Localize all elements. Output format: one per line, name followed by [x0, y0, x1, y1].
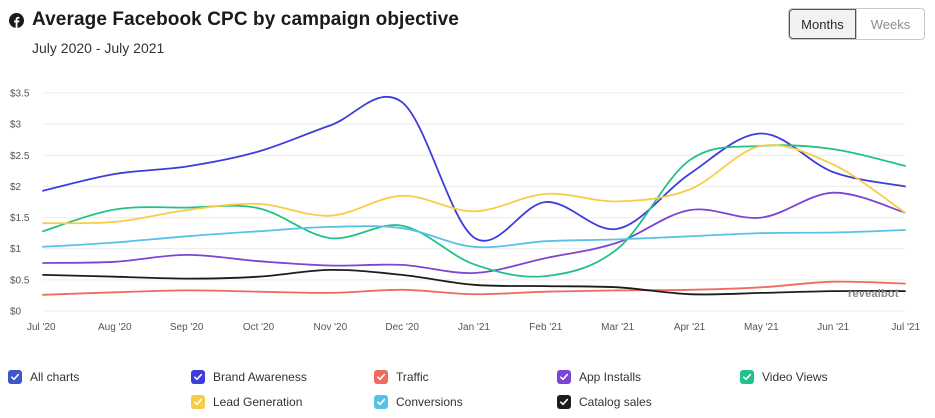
- legend-item-brand-awareness[interactable]: Brand Awareness: [191, 370, 307, 384]
- x-axis-ticks: Jul '20 Aug '20 Sep '20 Oct '20 Nov '20 Dec '…: [27, 322, 920, 333]
- x-tick-label: Dec '20: [385, 322, 419, 333]
- x-tick-label: May '21: [744, 322, 779, 333]
- x-tick-label: Jan '21: [458, 322, 490, 333]
- line-chart: $0 $0.5 $1 $1.5 $2 $2.5 $3 $3.5 Jul '20 Aug '20 S…: [10, 89, 920, 334]
- legend-label: Video Views: [762, 370, 828, 384]
- chart-title: Average Facebook CPC by campaign objecti…: [32, 9, 459, 30]
- chart-legend: All charts Brand Awareness Traffic App Inst…: [0, 364, 935, 418]
- series-line-brand-awareness: [42, 95, 906, 242]
- checkbox-checked-icon[interactable]: [374, 370, 388, 384]
- series-line-conversions: [42, 225, 906, 249]
- y-tick-label: $0.5: [10, 275, 30, 286]
- y-tick-label: $2: [10, 182, 22, 193]
- legend-label: Traffic: [396, 370, 429, 384]
- x-tick-label: Aug '20: [98, 322, 132, 333]
- legend-item-catalog-sales[interactable]: Catalog sales: [557, 395, 652, 409]
- series-line-traffic: [42, 280, 906, 296]
- y-tick-label: $1.5: [10, 213, 30, 224]
- y-tick-label: $0: [10, 307, 22, 318]
- legend-label: App Installs: [579, 370, 642, 384]
- y-tick-label: $2.5: [10, 151, 30, 162]
- y-tick-label: $3: [10, 120, 22, 131]
- legend-label: Lead Generation: [213, 395, 303, 409]
- series-line-lead-generation: [42, 144, 906, 225]
- x-tick-label: Jul '20: [27, 322, 56, 333]
- x-tick-label: Nov '20: [314, 322, 348, 333]
- y-tick-label: $1: [10, 244, 22, 255]
- x-tick-label: Feb '21: [529, 322, 562, 333]
- legend-label: Catalog sales: [579, 395, 652, 409]
- x-tick-label: Jul '21: [891, 322, 920, 333]
- grid-lines: [43, 92, 905, 312]
- checkbox-checked-icon[interactable]: [557, 395, 571, 409]
- x-tick-label: Mar '21: [601, 322, 634, 333]
- facebook-icon: [9, 13, 24, 28]
- checkbox-checked-icon[interactable]: [8, 370, 22, 384]
- series-line-catalog-sales: [42, 268, 906, 296]
- x-tick-label: Oct '20: [243, 322, 275, 333]
- series-line-app-installs: [42, 191, 906, 274]
- legend-item-video-views[interactable]: Video Views: [740, 370, 828, 384]
- checkbox-checked-icon[interactable]: [191, 370, 205, 384]
- legend-item-lead-generation[interactable]: Lead Generation: [191, 395, 302, 409]
- legend-item-traffic[interactable]: Traffic: [374, 370, 429, 384]
- x-tick-label: Apr '21: [674, 322, 706, 333]
- x-tick-label: Sep '20: [170, 322, 204, 333]
- chart-subtitle: July 2020 - July 2021: [32, 40, 165, 56]
- legend-label: Brand Awareness: [213, 370, 307, 384]
- checkbox-checked-icon[interactable]: [740, 370, 754, 384]
- watermark-text: revealbot: [848, 288, 899, 300]
- checkbox-checked-icon[interactable]: [374, 395, 388, 409]
- legend-label: All charts: [30, 370, 80, 384]
- checkbox-checked-icon[interactable]: [557, 370, 571, 384]
- period-toggle: Months Weeks: [788, 8, 925, 40]
- legend-item-conversions[interactable]: Conversions: [374, 395, 463, 409]
- x-tick-label: Jun '21: [817, 322, 849, 333]
- months-toggle-button[interactable]: Months: [789, 9, 857, 39]
- y-tick-label: $3.5: [10, 89, 30, 100]
- legend-item-app-installs[interactable]: App Installs: [557, 370, 641, 384]
- weeks-toggle-button[interactable]: Weeks: [870, 16, 911, 32]
- y-axis-ticks: $0 $0.5 $1 $1.5 $2 $2.5 $3 $3.5: [10, 89, 30, 318]
- legend-item-all-charts[interactable]: All charts: [8, 370, 79, 384]
- legend-label: Conversions: [396, 395, 463, 409]
- checkbox-checked-icon[interactable]: [191, 395, 205, 409]
- series-lines: [42, 95, 906, 296]
